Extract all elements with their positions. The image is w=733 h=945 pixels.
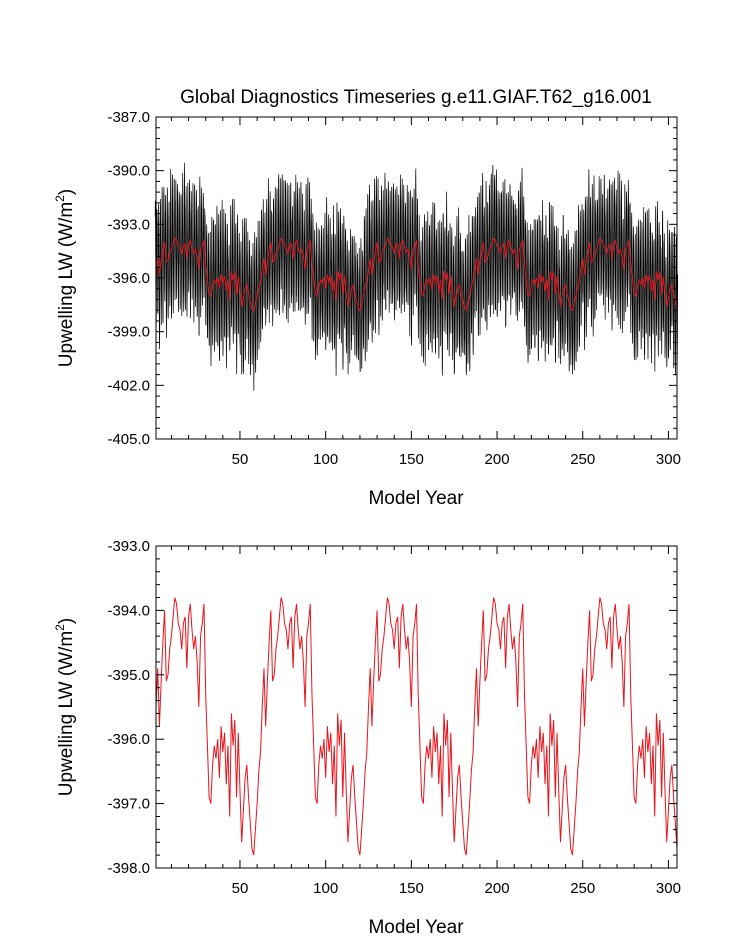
y-tick-label: -398.0: [107, 860, 150, 877]
x-tick-label: 50: [232, 451, 249, 468]
x-tick-label: 200: [485, 451, 510, 468]
bottom-y-ticks: -398.0 -397.0 -396.0 -395.0 -394.0 -393.0: [107, 538, 677, 877]
y-tick-label: -396.0: [107, 731, 150, 748]
top-y-ticks: -405.0 -402.0 -399.0 -396.0 -393.0 -390.0 -387…: [107, 109, 677, 448]
y-tick-label: -387.0: [107, 109, 150, 126]
bottom-y-label-sup: 2: [53, 624, 67, 631]
bottom-y-axis-label: Upwelling LW (W/m2): [53, 618, 77, 796]
bottom-plot-frame: [155, 545, 678, 869]
bottom-y-label-main: Upwelling LW (W/m: [56, 631, 77, 796]
x-tick-label: 200: [485, 880, 510, 897]
bottom-x-axis-label: Model Year: [368, 917, 464, 938]
x-tick-label: 100: [313, 880, 338, 897]
top-annual-line: [155, 237, 678, 312]
x-tick-label: 300: [656, 880, 681, 897]
x-tick-label: 150: [399, 880, 424, 897]
top-annual-series: [155, 237, 678, 312]
bottom-y-label-end: ): [56, 618, 77, 624]
x-tick-label: 250: [570, 451, 595, 468]
x-tick-label: 50: [232, 880, 249, 897]
top-y-label-main: Upwelling LW (W/m: [56, 202, 77, 367]
bottom-x-ticks: 50 100 150 200 250 300: [170, 546, 681, 897]
top-y-axis-label: Upwelling LW (W/m2): [53, 189, 77, 367]
y-tick-label: -405.0: [107, 431, 150, 448]
bottom-annual-series: [155, 597, 678, 856]
top-x-axis-label: Model Year: [368, 488, 464, 509]
bottom-panel: -398.0 -397.0 -396.0 -395.0 -394.0 -393.0 50 1…: [53, 538, 681, 938]
y-tick-label: -399.0: [107, 324, 150, 341]
y-tick-label: -390.0: [107, 163, 150, 180]
top-x-ticks: 50 100 150 200 250 300: [170, 117, 681, 468]
x-tick-label: 150: [399, 451, 424, 468]
top-monthly-series: [154, 162, 679, 391]
y-tick-label: -394.0: [107, 602, 150, 619]
x-tick-label: 300: [656, 451, 681, 468]
x-tick-label: 100: [313, 451, 338, 468]
top-y-label-sup: 2: [53, 195, 67, 202]
bottom-annual-line: [155, 597, 678, 856]
top-monthly-line: [154, 162, 679, 391]
x-tick-label: 250: [570, 880, 595, 897]
y-tick-label: -395.0: [107, 667, 150, 684]
y-tick-label: -393.0: [107, 538, 150, 555]
top-panel: -405.0 -402.0 -399.0 -396.0 -393.0 -390.0 -387…: [53, 109, 681, 509]
top-y-label-end: ): [56, 189, 77, 195]
y-tick-label: -396.0: [107, 270, 150, 287]
y-tick-label: -393.0: [107, 216, 150, 233]
y-tick-label: -402.0: [107, 377, 150, 394]
y-tick-label: -397.0: [107, 796, 150, 813]
figure-title: Global Diagnostics Timeseries g.e11.GIAF…: [180, 87, 652, 108]
